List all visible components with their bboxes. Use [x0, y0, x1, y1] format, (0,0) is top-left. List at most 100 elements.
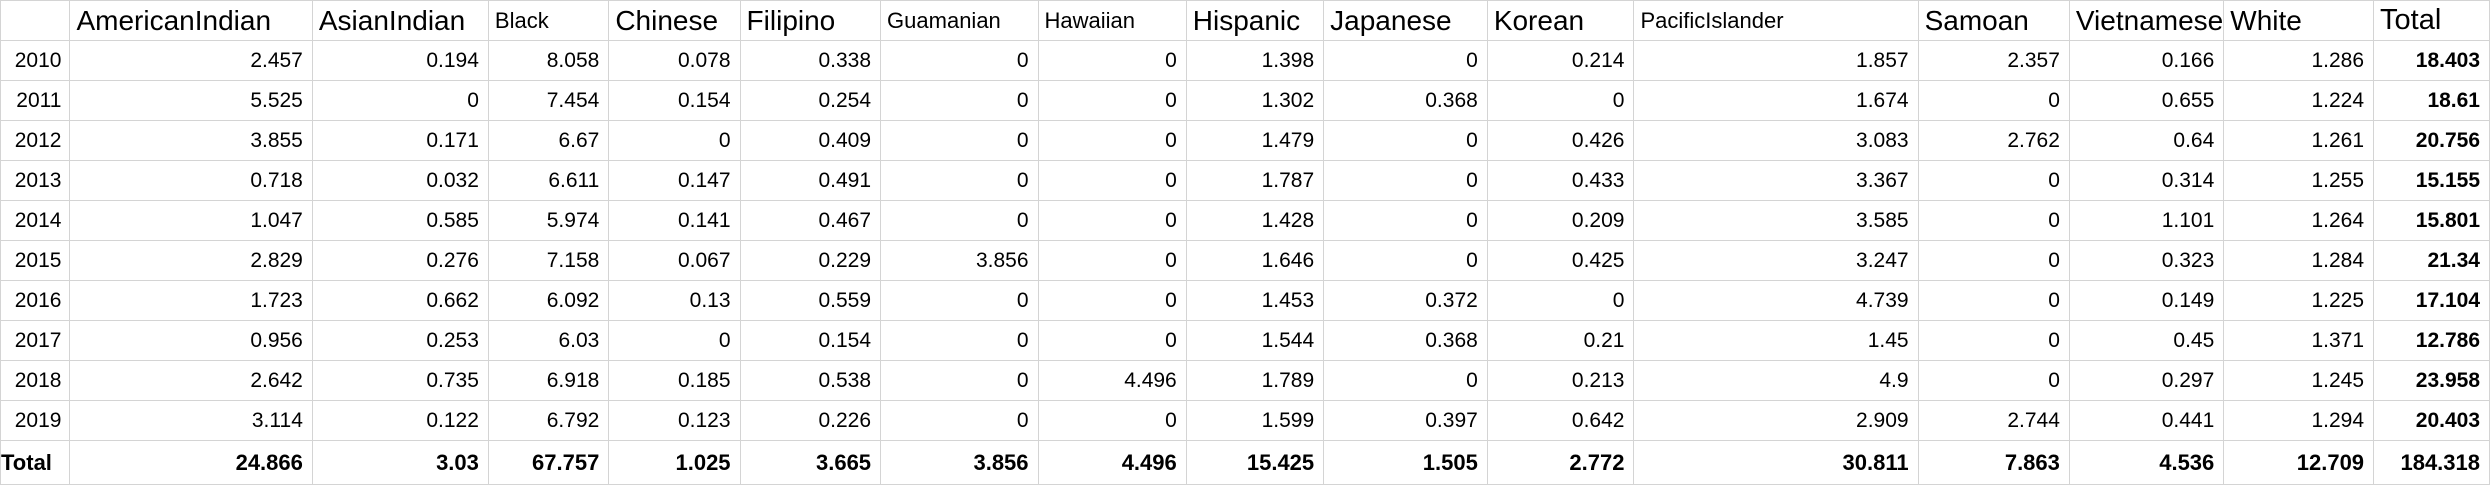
data-cell[interactable]: 1.224 — [2223, 80, 2375, 121]
column-header-hispanic[interactable]: Hispanic — [1185, 0, 1325, 41]
data-cell[interactable]: 1.428 — [1185, 200, 1325, 241]
data-cell[interactable]: 0.425 — [1486, 240, 1635, 281]
data-cell[interactable]: 0.662 — [311, 280, 489, 321]
row-year-cell[interactable]: 2018 — [0, 360, 71, 401]
data-cell[interactable]: 0.323 — [2068, 240, 2225, 281]
data-cell[interactable]: 3.083 — [1633, 120, 1919, 161]
data-cell[interactable]: 3.247 — [1633, 240, 1919, 281]
data-cell[interactable]: 0.314 — [2068, 160, 2225, 201]
data-cell[interactable]: 0.956 — [69, 320, 313, 361]
data-cell[interactable]: 0.397 — [1323, 400, 1488, 441]
data-cell[interactable]: 0.368 — [1323, 320, 1488, 361]
row-year-cell[interactable]: 2019 — [0, 400, 71, 441]
data-cell[interactable]: 1.857 — [1633, 40, 1919, 81]
data-cell[interactable]: 0 — [880, 360, 1039, 401]
data-cell[interactable]: 0 — [1037, 400, 1187, 441]
data-cell[interactable]: 6.918 — [487, 360, 610, 401]
data-cell[interactable]: 0.491 — [739, 160, 882, 201]
data-cell[interactable]: 1.284 — [2223, 240, 2375, 281]
data-cell[interactable]: 0 — [1323, 40, 1488, 81]
column-header-vietnamese[interactable]: Vietnamese — [2068, 0, 2225, 41]
data-cell[interactable]: 0.13 — [608, 280, 741, 321]
data-cell[interactable]: 1.674 — [1633, 80, 1919, 121]
data-cell[interactable]: 0 — [311, 80, 489, 121]
data-cell[interactable]: 0.254 — [739, 80, 882, 121]
data-cell[interactable]: 2.762 — [1917, 120, 2070, 161]
data-cell[interactable]: 1.398 — [1185, 40, 1325, 81]
data-cell[interactable]: 0.147 — [608, 160, 741, 201]
row-year-cell[interactable]: 2010 — [0, 40, 71, 81]
data-cell[interactable]: 0.067 — [608, 240, 741, 281]
data-cell[interactable]: 1.789 — [1185, 360, 1325, 401]
data-cell[interactable]: 0.214 — [1486, 40, 1635, 81]
data-cell[interactable]: 1.245 — [2223, 360, 2375, 401]
data-cell[interactable]: 0 — [880, 160, 1039, 201]
row-year-cell[interactable]: 2014 — [0, 200, 71, 241]
column-header-korean[interactable]: Korean — [1486, 0, 1635, 41]
column-total-cell[interactable]: 3.856 — [880, 440, 1039, 485]
data-cell[interactable]: 0 — [1037, 80, 1187, 121]
data-cell[interactable]: 0.154 — [739, 320, 882, 361]
data-cell[interactable]: 0.64 — [2068, 120, 2225, 161]
data-cell[interactable]: 0 — [880, 40, 1039, 81]
data-cell[interactable]: 1.45 — [1633, 320, 1919, 361]
data-cell[interactable]: 0 — [1917, 80, 2070, 121]
row-total-cell[interactable]: 18.61 — [2373, 80, 2490, 121]
data-cell[interactable]: 4.739 — [1633, 280, 1919, 321]
data-cell[interactable]: 2.909 — [1633, 400, 1919, 441]
data-cell[interactable]: 3.367 — [1633, 160, 1919, 201]
data-cell[interactable]: 0.368 — [1323, 80, 1488, 121]
column-total-cell[interactable]: 1.505 — [1323, 440, 1488, 485]
data-cell[interactable]: 0.226 — [739, 400, 882, 441]
data-cell[interactable]: 0.655 — [2068, 80, 2225, 121]
data-cell[interactable]: 7.158 — [487, 240, 610, 281]
data-cell[interactable]: 0.123 — [608, 400, 741, 441]
data-cell[interactable]: 0 — [1917, 240, 2070, 281]
data-cell[interactable]: 0 — [880, 120, 1039, 161]
data-cell[interactable]: 0.141 — [608, 200, 741, 241]
column-header-filipino[interactable]: Filipino — [739, 0, 882, 41]
data-cell[interactable]: 0 — [1917, 280, 2070, 321]
data-cell[interactable]: 1.723 — [69, 280, 313, 321]
data-cell[interactable]: 1.294 — [2223, 400, 2375, 441]
column-header-americanindian[interactable]: AmericanIndian — [69, 0, 313, 41]
column-header-japanese[interactable]: Japanese — [1323, 0, 1488, 41]
column-total-cell[interactable]: 7.863 — [1917, 440, 2070, 485]
data-cell[interactable]: 0 — [880, 80, 1039, 121]
row-total-cell[interactable]: 15.155 — [2373, 160, 2490, 201]
data-cell[interactable]: 0 — [1323, 160, 1488, 201]
data-cell[interactable]: 0.209 — [1486, 200, 1635, 241]
data-cell[interactable]: 0 — [1037, 40, 1187, 81]
data-cell[interactable]: 0.409 — [739, 120, 882, 161]
row-year-cell[interactable]: 2012 — [0, 120, 71, 161]
data-cell[interactable]: 0.735 — [311, 360, 489, 401]
column-total-cell[interactable]: 1.025 — [608, 440, 741, 485]
column-total-cell[interactable]: 3.665 — [739, 440, 882, 485]
data-cell[interactable]: 2.457 — [69, 40, 313, 81]
column-header-total[interactable]: Total — [2373, 0, 2490, 41]
data-cell[interactable]: 2.744 — [1917, 400, 2070, 441]
column-total-cell[interactable]: 30.811 — [1633, 440, 1919, 485]
data-cell[interactable]: 0 — [1917, 160, 2070, 201]
data-cell[interactable]: 0.642 — [1486, 400, 1635, 441]
data-cell[interactable]: 1.225 — [2223, 280, 2375, 321]
data-cell[interactable]: 0.078 — [608, 40, 741, 81]
row-total-cell[interactable]: 18.403 — [2373, 40, 2490, 81]
data-cell[interactable]: 1.479 — [1185, 120, 1325, 161]
data-cell[interactable]: 5.525 — [69, 80, 313, 121]
data-cell[interactable]: 6.611 — [487, 160, 610, 201]
data-cell[interactable]: 0 — [1486, 280, 1635, 321]
data-cell[interactable]: 0.372 — [1323, 280, 1488, 321]
data-cell[interactable]: 1.261 — [2223, 120, 2375, 161]
data-cell[interactable]: 0 — [880, 200, 1039, 241]
data-cell[interactable]: 0.149 — [2068, 280, 2225, 321]
data-cell[interactable]: 2.642 — [69, 360, 313, 401]
column-header-asianindian[interactable]: AsianIndian — [311, 0, 489, 41]
data-cell[interactable]: 0 — [1917, 320, 2070, 361]
data-cell[interactable]: 0.213 — [1486, 360, 1635, 401]
data-cell[interactable]: 0 — [1917, 200, 2070, 241]
column-header-guamanian[interactable]: Guamanian — [880, 0, 1039, 41]
data-cell[interactable]: 0.032 — [311, 160, 489, 201]
row-year-cell[interactable]: 2011 — [0, 80, 71, 121]
data-cell[interactable]: 0.426 — [1486, 120, 1635, 161]
